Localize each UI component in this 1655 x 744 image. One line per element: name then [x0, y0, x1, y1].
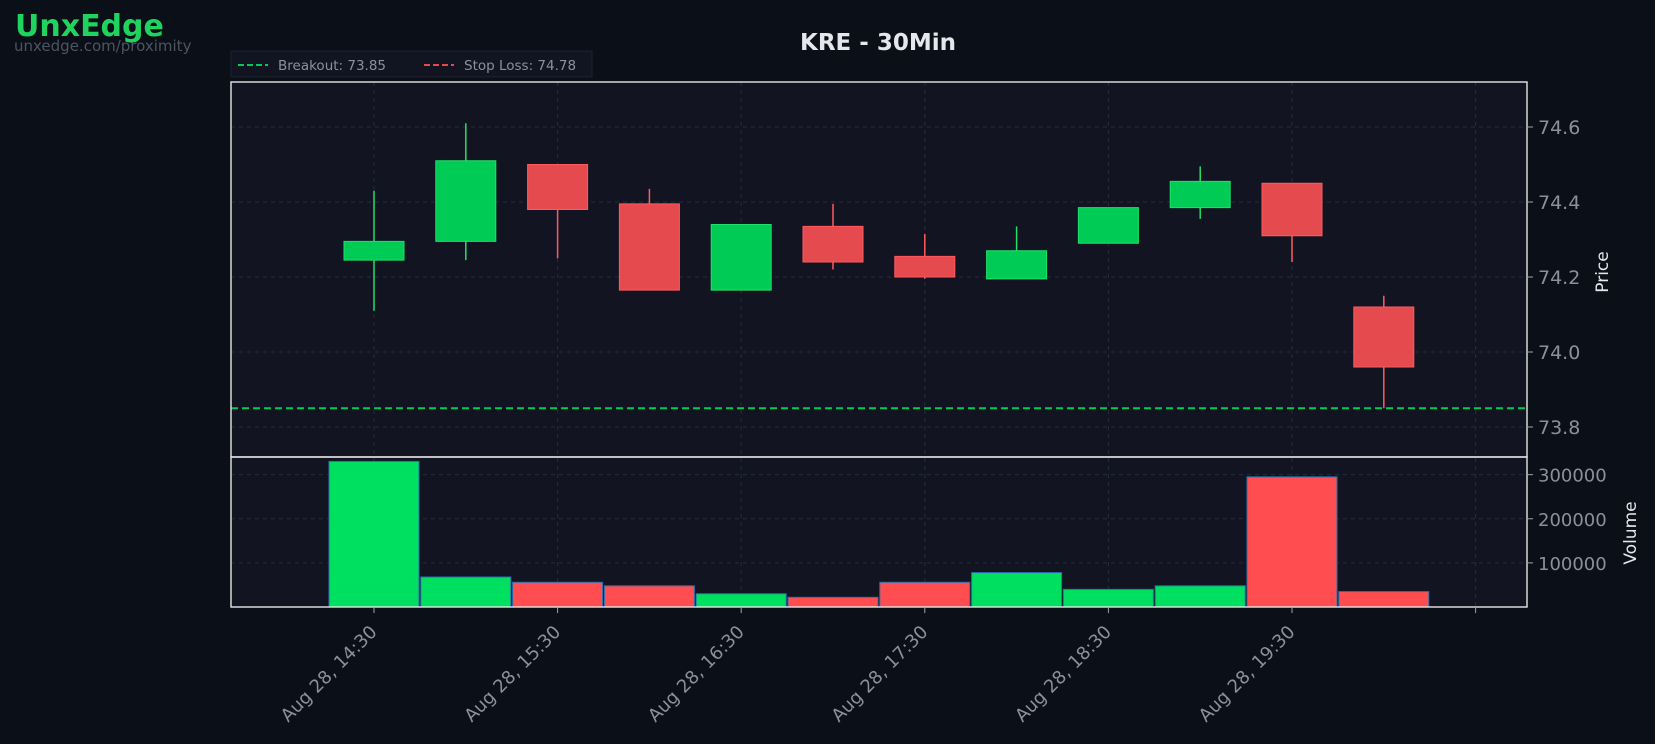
brand-url: unxedge.com/proximity [14, 37, 192, 55]
volume-bar [695, 593, 787, 608]
volume-bar [879, 581, 971, 608]
volume-bars [328, 460, 1430, 608]
legend-breakout-label: Breakout: 73.85 [278, 58, 386, 74]
candle-body [435, 160, 497, 242]
legend-stop-label: Stop Loss: 74.78 [464, 58, 576, 74]
price-axis-label: Price [1593, 251, 1613, 292]
volume-tick-label: 200000 [1538, 510, 1607, 531]
candle-body [1077, 207, 1139, 244]
volume-bar [1062, 588, 1154, 608]
volume-bar [1246, 476, 1338, 608]
chart-title: KRE - 30Min [800, 30, 956, 56]
candle-body [802, 225, 864, 263]
candle-body [1353, 306, 1415, 368]
volume-bar [787, 596, 879, 608]
price-tick-label: 74.4 [1538, 192, 1580, 214]
price-panel [231, 82, 1527, 457]
price-tick-label: 74.6 [1538, 117, 1580, 139]
time-tick-label: Aug 28, 18:30 [1011, 622, 1116, 727]
time-tick-label: Aug 28, 19:30 [1195, 622, 1300, 727]
volume-tick-label: 100000 [1538, 554, 1607, 575]
time-tick-label: Aug 28, 17:30 [828, 622, 933, 727]
time-tick-label: Aug 28, 15:30 [460, 622, 565, 727]
time-tick-label: Aug 28, 16:30 [644, 622, 749, 727]
volume-bar [603, 585, 695, 608]
candle-body [527, 164, 589, 210]
volume-bar [971, 572, 1063, 608]
price-tick-label: 74.0 [1538, 342, 1580, 364]
volume-bar [420, 576, 512, 608]
time-tick-label: Aug 28, 14:30 [277, 622, 382, 727]
brand-logo: UnxEdge [15, 9, 164, 44]
price-tick-label: 73.8 [1538, 417, 1580, 439]
candle-body [710, 224, 772, 291]
volume-bar [1338, 591, 1430, 608]
candles [343, 123, 1415, 409]
candle-body [1261, 182, 1323, 237]
volume-axis-label: Volume [1621, 501, 1641, 564]
candle-body [1169, 180, 1231, 209]
volume-panel-frame [230, 456, 1528, 608]
volume-bar [512, 581, 604, 608]
volume-tick-label: 300000 [1538, 466, 1607, 487]
candle-body [618, 203, 680, 291]
volume-bar [1154, 585, 1246, 608]
candle-body [986, 250, 1048, 280]
price-tick-label: 74.2 [1538, 267, 1580, 289]
candle-body [894, 255, 956, 278]
candle-body [343, 240, 405, 261]
volume-bar [328, 460, 420, 608]
legend: Breakout: 73.85 Stop Loss: 74.78 [230, 50, 593, 78]
